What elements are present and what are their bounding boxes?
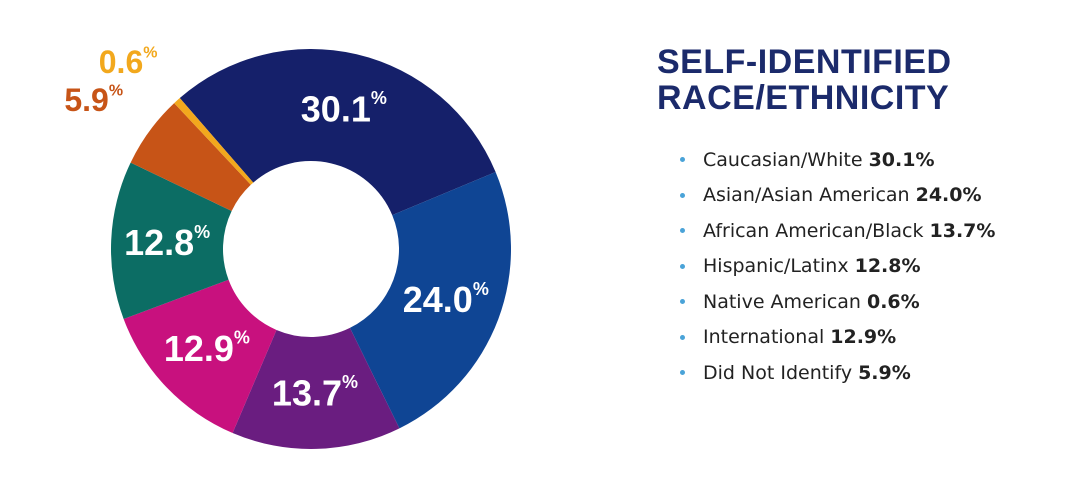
legend-label: Caucasian/White xyxy=(703,148,863,171)
donut-slice-african-american-black xyxy=(232,327,400,449)
bullet-icon xyxy=(680,334,685,340)
donut-chart: 30.1%24.0%13.7%12.9%12.8%5.9%0.6% xyxy=(64,44,511,449)
legend-value: 0.6% xyxy=(866,290,920,313)
donut-slice-asian-asian-american xyxy=(349,172,511,429)
chart-title: SELF-IDENTIFIED RACE/ETHNICITY xyxy=(657,44,1067,116)
legend-label: International xyxy=(703,326,825,349)
title-line-1: SELF-IDENTIFIED xyxy=(657,43,952,81)
legend-value: 5.9% xyxy=(858,361,911,384)
legend-item-caucasian-white: Caucasian/White 30.1% xyxy=(680,142,995,178)
bullet-icon xyxy=(680,228,685,234)
legend-item-asian-american: Asian/Asian American 24.0% xyxy=(680,178,995,214)
title-line-2: RACE/ETHNICITY xyxy=(657,79,950,117)
slice-label-native-american: 0.6% xyxy=(99,44,158,80)
legend-label: Hispanic/Latinx xyxy=(703,255,849,278)
slice-label-did-not-identify: 5.9% xyxy=(64,82,123,118)
donut-slice-did-not-identify xyxy=(130,103,251,211)
legend-value: 24.0% xyxy=(915,184,982,207)
legend-item-international: International 12.9% xyxy=(680,320,995,356)
legend-value: 30.1% xyxy=(868,148,935,171)
bullet-icon xyxy=(680,157,685,163)
legend-value: 12.9% xyxy=(830,326,897,349)
donut-slice-native-american xyxy=(174,98,254,185)
legend-label: Did Not Identify xyxy=(703,361,853,384)
donut-slice-international xyxy=(123,279,277,433)
donut-slice-hispanic-latinx xyxy=(111,162,232,319)
legend-list: Caucasian/White 30.1% Asian/Asian Americ… xyxy=(680,142,995,391)
legend-label: Native American xyxy=(703,290,861,313)
bullet-icon xyxy=(680,370,685,376)
legend-item-african-american-black: African American/Black 13.7% xyxy=(680,213,995,249)
legend-item-hispanic-latinx: Hispanic/Latinx 12.8% xyxy=(680,249,995,285)
legend-value: 13.7% xyxy=(929,219,996,242)
legend-label: Asian/Asian American xyxy=(703,184,910,207)
bullet-icon xyxy=(680,263,685,269)
donut-slice-caucasian-white xyxy=(179,48,496,216)
legend-item-native-american: Native American 0.6% xyxy=(680,284,995,320)
legend-label: African American/Black xyxy=(703,219,924,242)
legend-item-did-not-identify: Did Not Identify 5.9% xyxy=(680,355,995,391)
legend-value: 12.8% xyxy=(854,255,921,278)
bullet-icon xyxy=(680,192,685,198)
bullet-icon xyxy=(680,299,685,305)
